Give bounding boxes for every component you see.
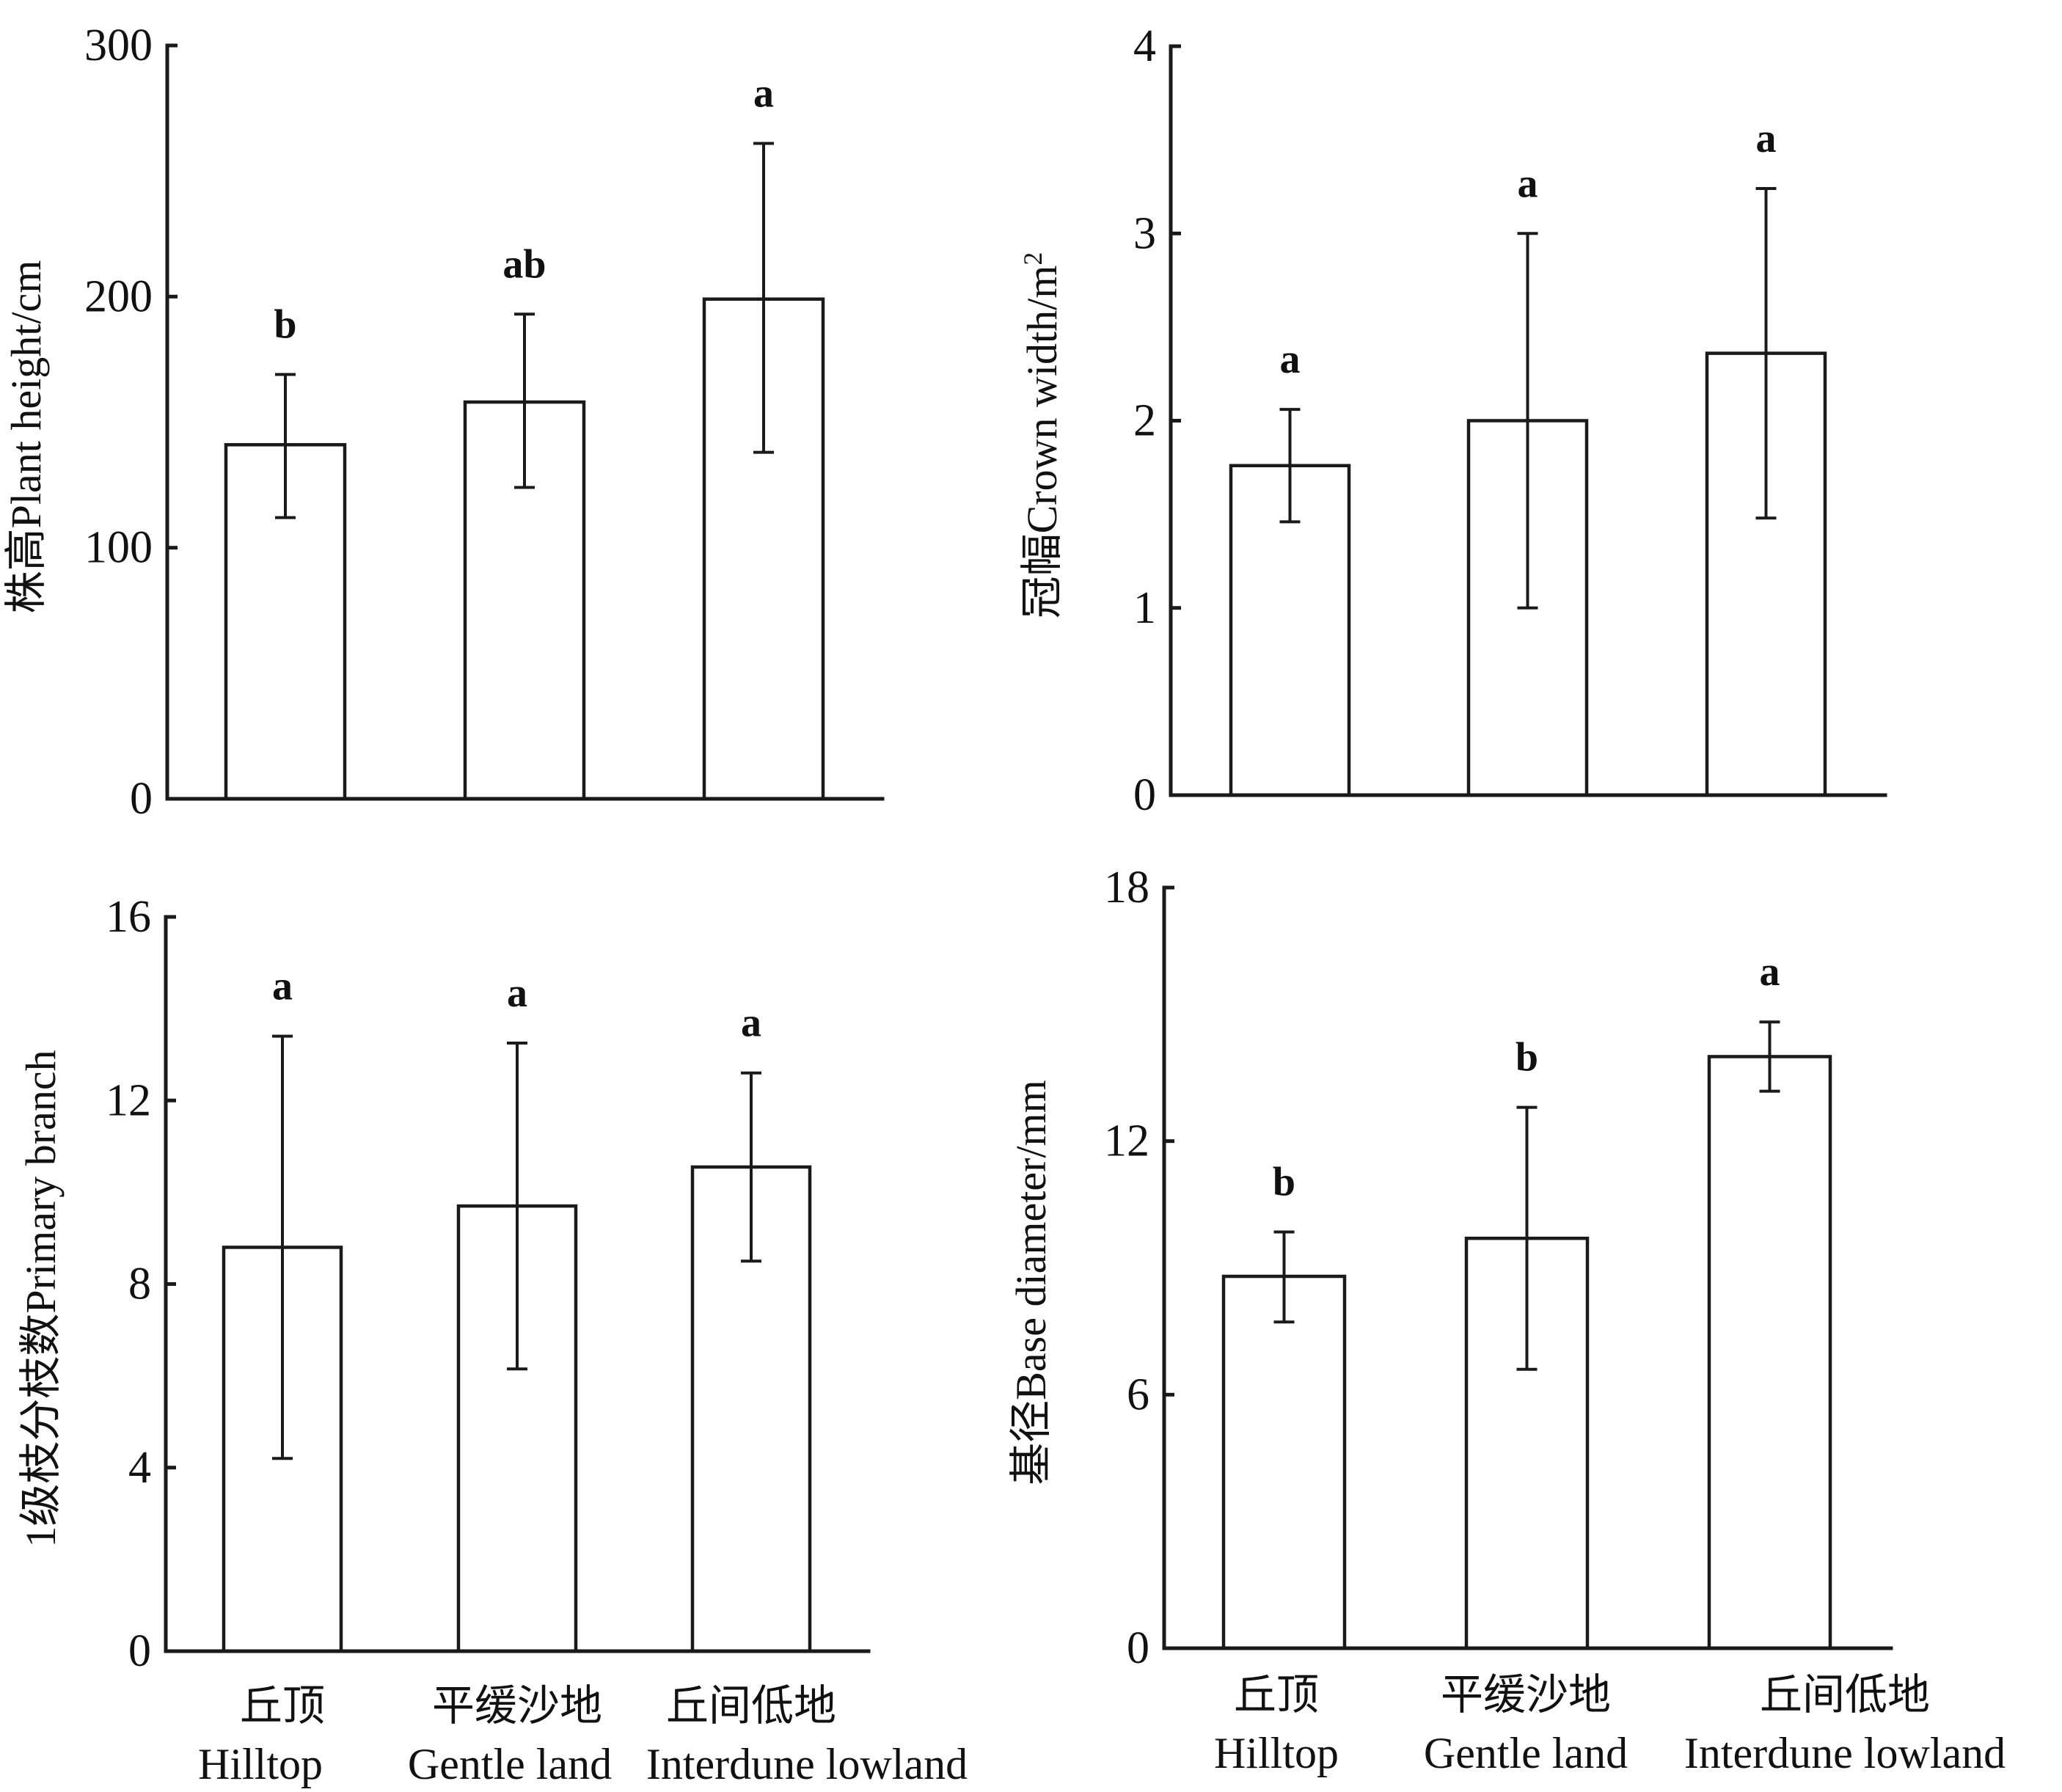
category-label-en: Gentle land	[408, 1740, 612, 1788]
bar-group	[463, 400, 586, 801]
y-tick-label: 0	[1133, 770, 1156, 820]
y-tick-label: 100	[84, 523, 153, 573]
category-label-cn: 平缓沙地	[432, 1681, 602, 1730]
y-tick-label: 0	[130, 774, 153, 824]
y-tick-label: 18	[1104, 863, 1149, 913]
y-tick-label: 12	[106, 1075, 151, 1125]
error-bar	[514, 312, 535, 489]
x-category-labels: 丘顶 平缓沙地 丘间低地 Hilltop Gentle land Interdu…	[198, 1670, 2006, 1788]
error-bar	[741, 1071, 761, 1263]
significance-label: a	[753, 71, 774, 117]
y-tick-label: 1	[1133, 583, 1156, 633]
significance-label: a	[272, 964, 293, 1009]
category-label-en: Interdune lowland	[646, 1740, 968, 1788]
bar	[1221, 1274, 1347, 1650]
error-bar	[753, 142, 774, 454]
y-tick-label: 4	[1133, 21, 1156, 71]
y-tick-label: 16	[106, 892, 151, 942]
chart-panel-crown-width: a a a 0 1 2 3 4 冠幅Crown width/m2	[1018, 21, 1887, 820]
significance-label: a	[507, 970, 527, 1016]
bar-group	[224, 443, 347, 801]
category-label-cn: 丘顶	[240, 1681, 325, 1730]
y-axis-label: 冠幅Crown width/m2	[1018, 252, 1066, 619]
error-bar	[507, 1042, 527, 1371]
chart-panel-base-diameter: b b a 0 6 12 18 基径Base diameter/mm	[1007, 863, 1893, 1673]
y-tick-label: 8	[128, 1259, 151, 1309]
y-axis-label-superscript: 2	[1018, 252, 1048, 266]
significance-label: b	[1273, 1160, 1295, 1205]
significance-label: a	[1760, 949, 1780, 995]
y-tick-label: 12	[1104, 1116, 1149, 1166]
y-axis-label: 1级枝分枝数Primary branch	[17, 1050, 65, 1547]
category-label-en: Hilltop	[1214, 1729, 1339, 1777]
significance-label: ab	[502, 241, 546, 287]
error-bar	[1516, 1105, 1538, 1371]
category-label-en: Gentle land	[1424, 1729, 1628, 1777]
category-label-en: Hilltop	[198, 1740, 323, 1788]
chart-panel-primary-branch: a a a 0 4 8 12 16 1级枝分枝数Primary branch	[17, 892, 871, 1676]
error-bar	[1517, 232, 1538, 610]
y-tick-label: 200	[84, 271, 153, 321]
significance-label: a	[741, 1001, 761, 1046]
significance-label: a	[1756, 116, 1777, 161]
y-tick-label: 4	[128, 1443, 151, 1493]
category-label-cn: 丘顶	[1234, 1670, 1319, 1719]
category-label-cn: 丘间低地	[1760, 1670, 1930, 1719]
significance-label: a	[1518, 161, 1538, 206]
error-bar	[1755, 186, 1777, 520]
y-tick-label: 3	[1133, 208, 1156, 258]
category-label-cn: 丘间低地	[666, 1681, 836, 1730]
significance-label: b	[1516, 1035, 1538, 1080]
category-label-en: Interdune lowland	[1684, 1729, 2006, 1777]
chart-panel-plant-height: b ab a 0 100 200 300 株高Plant height/cm	[2, 21, 885, 824]
significance-label: b	[274, 301, 296, 347]
category-label-cn: 平缓沙地	[1441, 1670, 1611, 1719]
error-bar	[1759, 1020, 1780, 1093]
y-tick-label: 6	[1127, 1369, 1149, 1419]
error-bar	[275, 373, 296, 519]
y-axis-label: 株高Plant height/cm	[2, 260, 50, 614]
error-bar	[272, 1034, 293, 1460]
significance-label: a	[1280, 337, 1301, 382]
bar-group	[1707, 1055, 1832, 1650]
bar	[1707, 1055, 1832, 1650]
y-tick-label: 2	[1133, 396, 1156, 446]
y-tick-label: 300	[84, 21, 153, 70]
error-bar	[1273, 1230, 1295, 1324]
y-axis-label: 基径Base diameter/mm	[1007, 1080, 1055, 1485]
y-tick-label: 0	[128, 1626, 151, 1676]
y-tick-label: 0	[1127, 1623, 1149, 1673]
bar-group	[1221, 1274, 1347, 1650]
error-bar	[1279, 408, 1301, 524]
